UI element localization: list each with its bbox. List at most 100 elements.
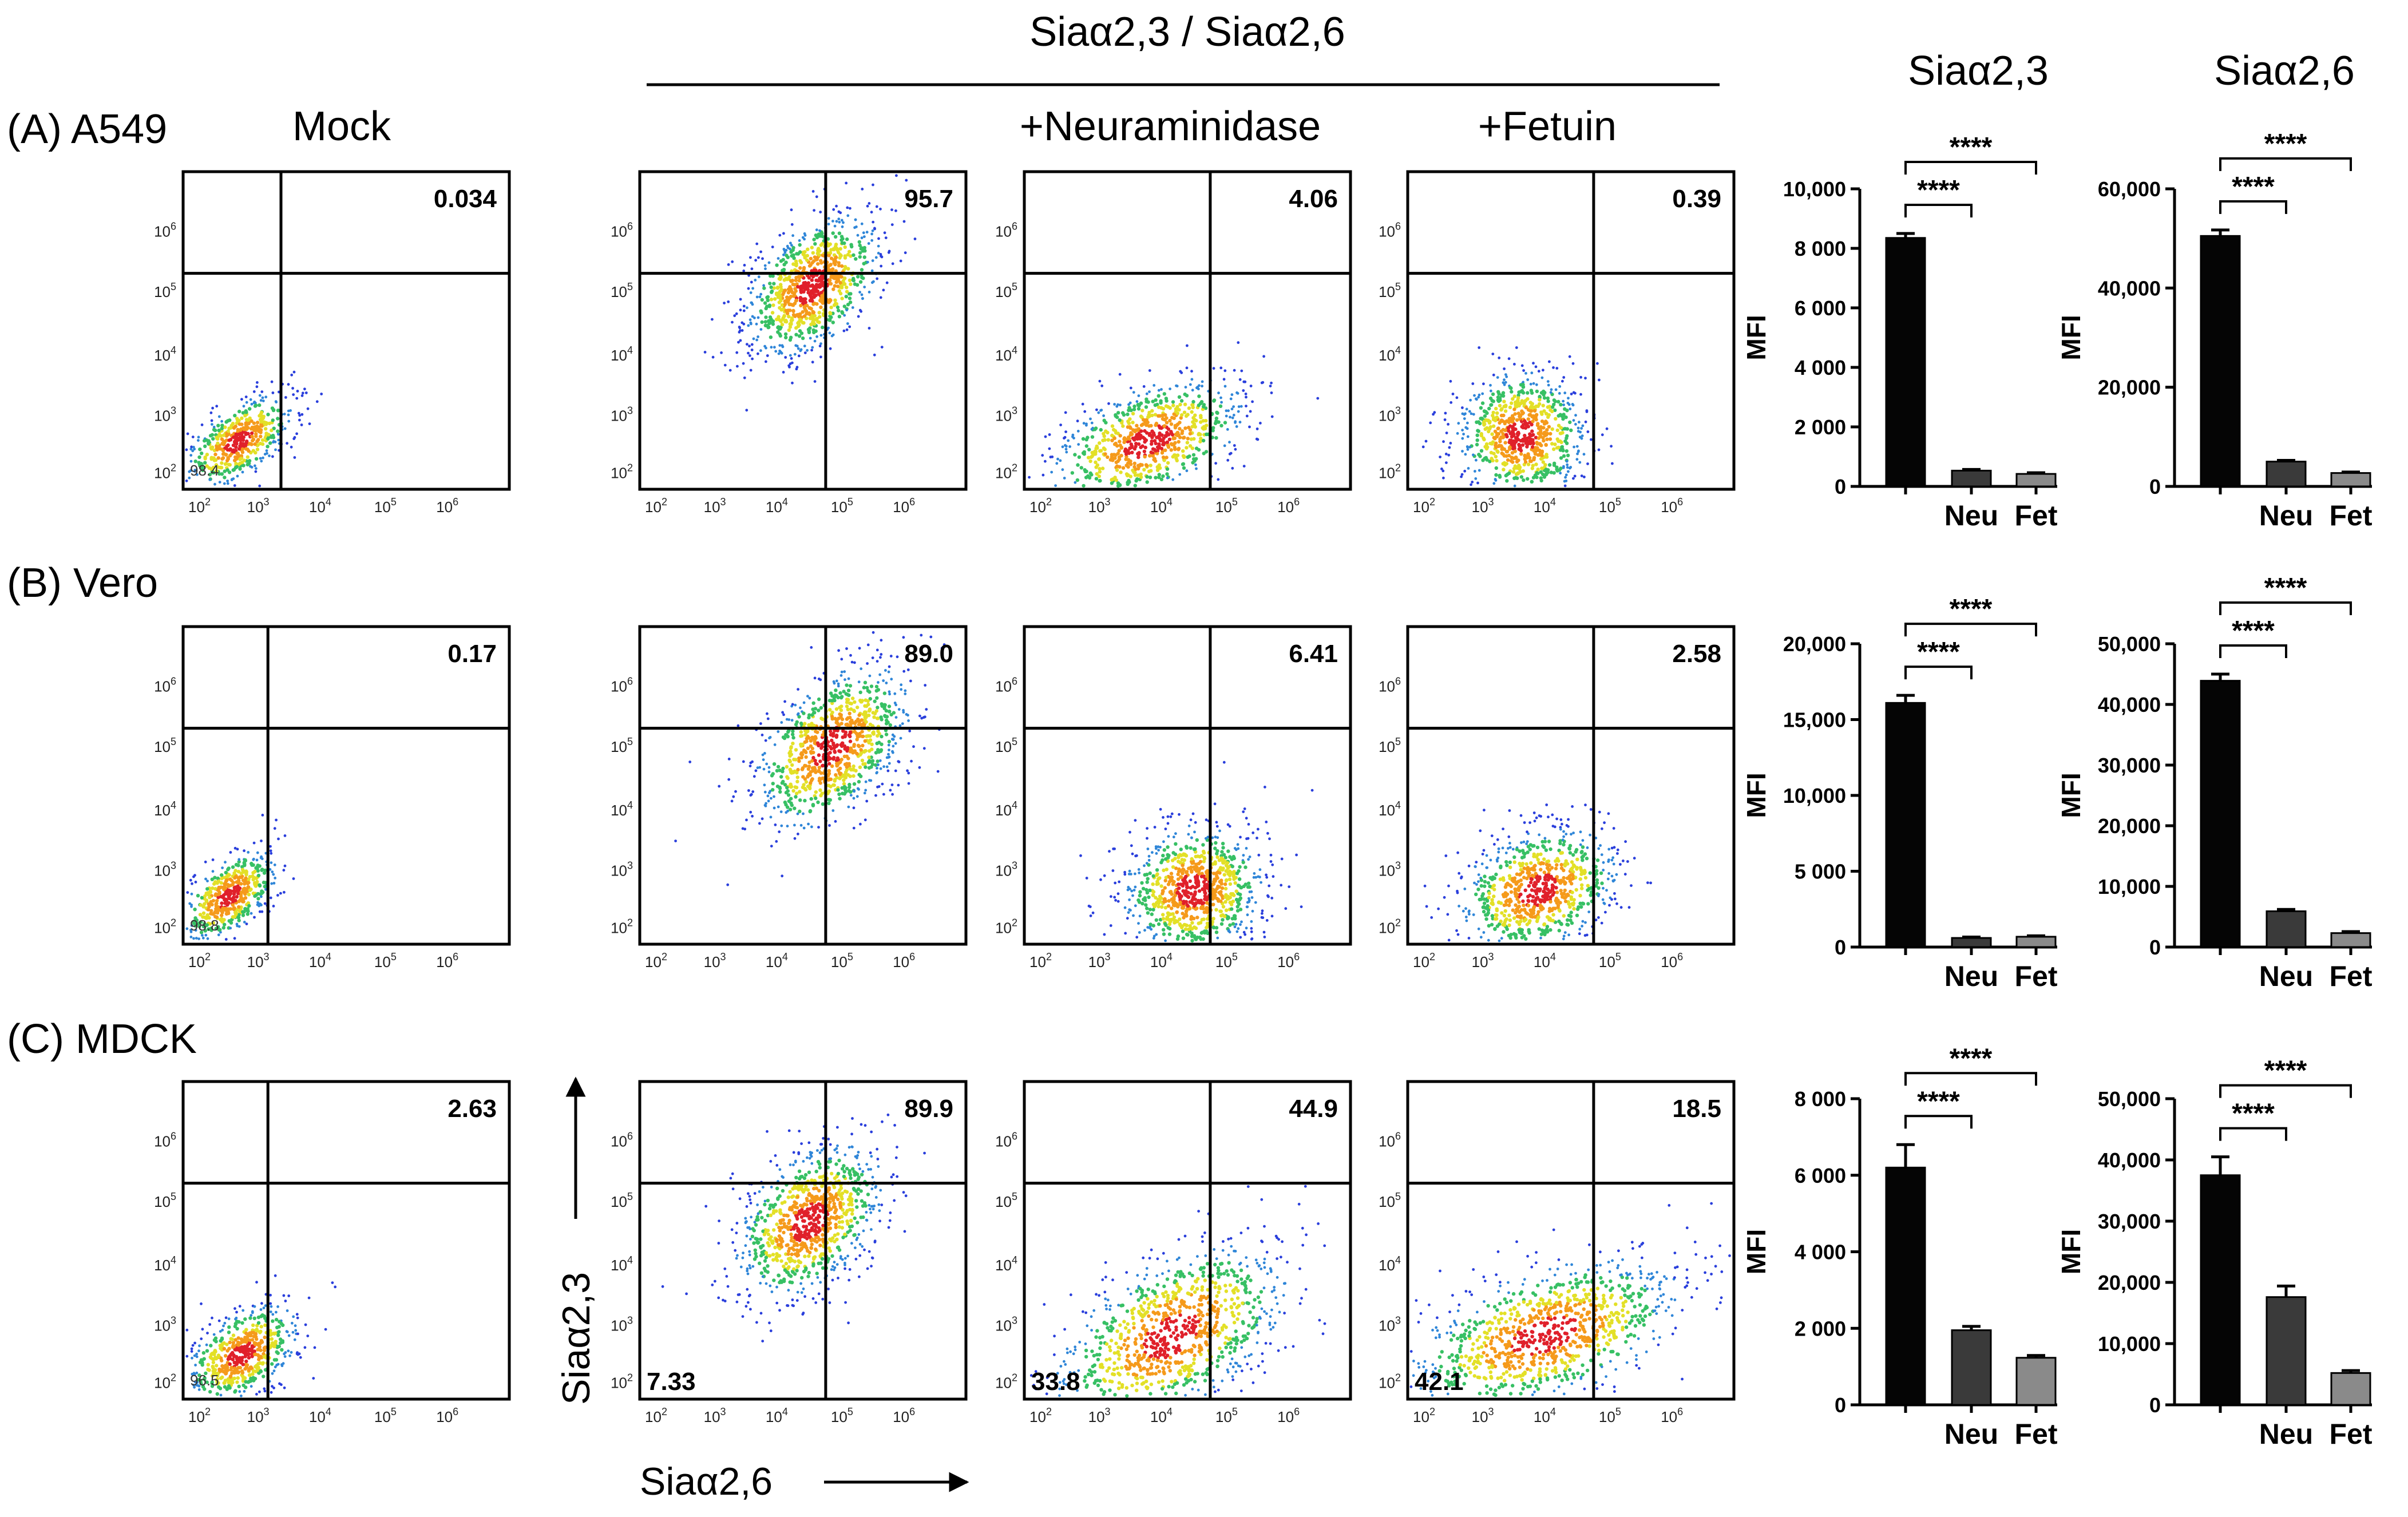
x-tick-label: 102 [1413,496,1435,516]
x-tick-label: 102 [645,496,667,516]
x-tick-label: 102 [1029,1406,1052,1425]
upper-right-percent: 4.06 [1289,185,1338,213]
y-tick-label: 20,000 [1783,632,1846,656]
x-tick-label: 104 [309,496,331,516]
y-tick-label: 103 [1379,859,1401,879]
y-tick-label: 103 [611,1314,633,1334]
y-tick-label: 0 [1835,475,1846,498]
x-tick-label: 106 [893,1406,915,1425]
significance-stars: **** [2232,616,2275,646]
significance-stars: **** [1917,637,1960,667]
category-label: Neu [2259,500,2313,532]
y-tick-label: 10,000 [2098,1332,2161,1356]
y-tick-label: 102 [611,917,633,936]
plot-frame [1023,1080,1352,1401]
y-tick-label: 5 000 [1795,860,1846,884]
upper-right-percent: 89.9 [904,1095,953,1123]
y-tick-label: 106 [611,1130,633,1150]
y-tick-label: 105 [995,1191,1017,1210]
upper-right-percent: 44.9 [1289,1095,1338,1123]
x-tick-label: 104 [1534,951,1556,971]
upper-right-percent: 0.39 [1672,185,1721,213]
lower-left-percent: 7.33 [647,1368,696,1396]
y-tick-label: 102 [611,462,633,481]
col-title-mock: Mock [292,104,391,149]
density-cloud [661,1113,926,1343]
flow-plot-vero-stained: 102 102 103 103 104 104 105 105 106 106 89.0 [611,625,968,971]
x-tick-label: 105 [1215,951,1238,971]
density-cloud [185,370,323,488]
row-label-mdck: (C) MDCK [7,1016,197,1062]
x-tick-label: 105 [831,1406,853,1425]
y-tick-label: 106 [154,675,176,695]
significance-stars: **** [1950,132,1993,163]
density-cloud [185,1274,337,1397]
significance-stars: **** [1950,594,1993,624]
y-tick-label: 40,000 [2098,1148,2161,1172]
bar [2015,1357,2057,1406]
y-tick-label: 104 [1379,1254,1401,1274]
bar-chart-0: 0 2 000 4 000 6 000 8 000 10,000 MFI Neu Fet ****… [1741,132,2058,532]
x-tick-label: 103 [704,496,726,516]
y-tick-label: 106 [154,220,176,240]
x-tick-label: 103 [1472,496,1494,516]
significance-stars: **** [1950,1043,1993,1074]
lower-left-percent: 42.1 [1415,1368,1464,1396]
y-tick-label: 104 [154,799,176,819]
flow-plot-a549-mock: 102 102 103 103 104 104 105 105 106 106 0.034 98.4 [154,170,511,516]
y-tick-label: 102 [995,1372,1017,1391]
y-tick-label: 10,000 [1783,784,1846,807]
y-tick-label: 106 [995,1130,1017,1150]
y-tick-label: 104 [154,344,176,364]
y-tick-label: 104 [1379,344,1401,364]
y-tick-label: 103 [611,859,633,879]
x-tick-label: 106 [1277,1406,1300,1425]
significance-bracket [2219,644,2287,658]
bar-chart-3: 0 10,000 20,000 30,000 40,000 50,000 MFI Neu Fet… [2056,573,2373,992]
x-tick-label: 104 [1534,1406,1556,1425]
y-tick-label: 105 [1379,281,1401,300]
category-label: Fet [2330,500,2373,532]
x-tick-label: 104 [1150,1406,1173,1425]
bar [2266,461,2307,488]
plot-frame [181,170,511,491]
upper-right-percent: 6.41 [1289,640,1338,668]
category-label: Neu [2259,1418,2313,1450]
y-tick-label: 102 [154,917,176,936]
x-tick-label: 102 [1029,496,1052,516]
plot-frame [1406,170,1736,491]
y-tick-label: 103 [611,405,633,424]
significance-bracket [1904,161,2037,175]
bar-chart-5: 0 10,000 20,000 30,000 40,000 50,000 MFI Neu Fet… [2056,1056,2373,1450]
x-tick-label: 102 [188,1406,211,1425]
flow-plot-mdck-neuraminidase: 102 102 103 103 104 104 105 105 106 106 44.9 33.8 [995,1080,1352,1425]
x-tick-label: 106 [1277,496,1300,516]
y-tick-label: 102 [1379,917,1401,936]
x-tick-label: 104 [766,1406,788,1425]
significance-bracket [2219,157,2352,171]
y-tick-label: 104 [995,344,1017,364]
y-axis-label: MFI [2056,773,2086,818]
row-label-a549: (A) A549 [7,106,167,152]
y-tick-label: 105 [1379,1191,1401,1210]
x-tick-label: 106 [893,951,915,971]
bar [2330,932,2371,948]
x-tick-label: 102 [645,1406,667,1425]
x-tick-label: 106 [436,1406,458,1425]
y-tick-label: 102 [995,462,1017,481]
y-tick-label: 50,000 [2098,632,2161,656]
x-tick-label: 103 [1472,951,1494,971]
y-axis-label: MFI [1741,773,1771,818]
row-label-vero: (B) Vero [7,560,158,606]
flow-plot-mdck-stained: 102 102 103 103 104 104 105 105 106 106 89.9 7.33 [611,1080,968,1425]
x-tick-label: 104 [1534,496,1556,516]
significance-bracket [2219,601,2352,615]
bar [2200,235,2241,488]
y-tick-label: 2 000 [1795,415,1846,439]
x-tick-label: 102 [1413,1406,1435,1425]
density-cloud [1079,761,1314,943]
x-tick-label: 103 [1088,496,1111,516]
upper-right-percent: 89.0 [904,640,953,668]
flow-plot-vero-neuraminidase: 102 102 103 103 104 104 105 105 106 106 6.41 [995,625,1352,971]
y-tick-label: 102 [1379,1372,1401,1391]
